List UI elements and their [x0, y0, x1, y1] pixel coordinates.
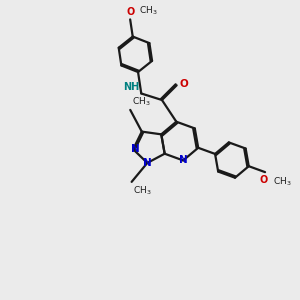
Text: O: O	[260, 175, 268, 185]
Text: O: O	[180, 79, 188, 89]
Text: O: O	[126, 7, 134, 17]
Text: NH: NH	[123, 82, 139, 92]
Text: CH$_3$: CH$_3$	[273, 175, 292, 188]
Text: N: N	[143, 158, 152, 168]
Text: CH$_3$: CH$_3$	[133, 184, 152, 197]
Text: CH$_3$: CH$_3$	[132, 96, 150, 109]
Text: N: N	[179, 155, 188, 165]
Text: N: N	[131, 144, 140, 154]
Text: CH$_3$: CH$_3$	[139, 4, 158, 17]
